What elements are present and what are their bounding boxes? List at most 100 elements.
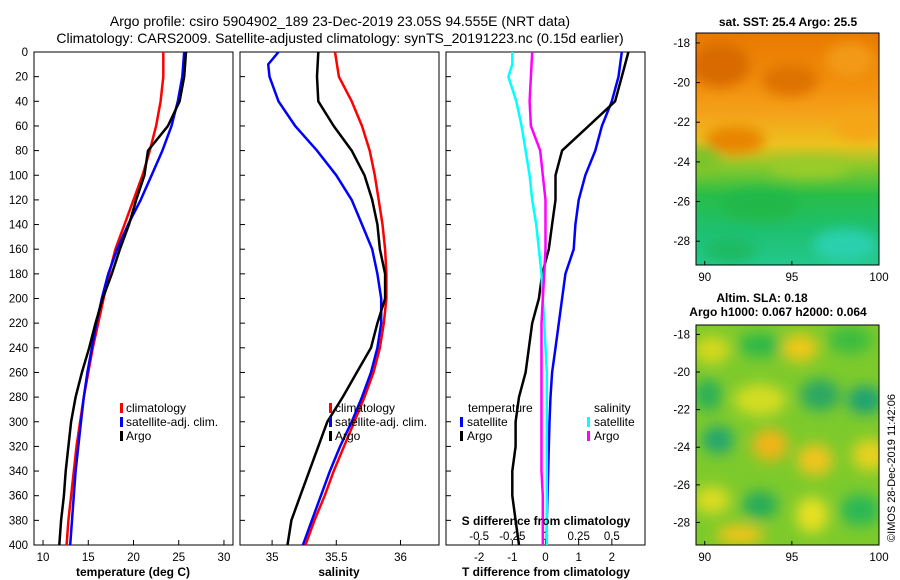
legend-swatch-climatology bbox=[329, 403, 332, 413]
legend-swatch-s-argo bbox=[587, 431, 590, 441]
temperature-tick-label: 10 bbox=[37, 552, 50, 564]
map-lon-tick-label: 100 bbox=[869, 552, 888, 564]
legend-header-salinity: salinity bbox=[594, 401, 631, 415]
t-diff-tick-label: -1 bbox=[507, 552, 517, 564]
map-lat-tick-label: -28 bbox=[673, 236, 690, 248]
map-lat-tick-label: -18 bbox=[673, 329, 690, 341]
series-line-argo bbox=[58, 51, 188, 546]
temperature-tick-label: 20 bbox=[127, 552, 140, 564]
legend-swatch-t-argo bbox=[460, 431, 463, 441]
salinity-plot-frame bbox=[239, 51, 440, 546]
depth-tick-label: 100 bbox=[9, 170, 28, 182]
temperature-tick-label: 15 bbox=[82, 552, 95, 564]
temperature-panel: 0 20 40 60 80 100 120 140 160 180 200 220 240 260 280 3… bbox=[9, 47, 234, 579]
difference-legend: temperature salinity satellite Argo sate… bbox=[460, 401, 635, 443]
depth-tick-label: 260 bbox=[9, 367, 28, 379]
legend-label-climatology: climatology bbox=[126, 401, 186, 415]
depth-tick-label: 40 bbox=[15, 96, 28, 108]
depth-tick-label: 340 bbox=[9, 466, 28, 478]
temperature-tick-label: 25 bbox=[172, 552, 185, 564]
temperature-xlabel: temperature (deg C) bbox=[76, 565, 190, 579]
sla-map-title-1: Altim. SLA: 0.18 bbox=[716, 291, 808, 305]
series-line-t-satellite bbox=[545, 51, 624, 546]
map-lat-tick-label: -22 bbox=[673, 405, 690, 417]
s-diff-tick-label: 0.25 bbox=[567, 531, 589, 543]
depth-tick-label: 280 bbox=[9, 392, 28, 404]
sla-map-title-2: Argo h1000: 0.067 h2000: 0.064 bbox=[689, 305, 867, 319]
salinity-series bbox=[266, 51, 388, 546]
t-diff-tick-label: -2 bbox=[474, 552, 484, 564]
legend-swatch-t-satellite bbox=[460, 417, 463, 427]
sla-texture bbox=[696, 326, 879, 545]
depth-tick-label: 220 bbox=[9, 318, 28, 330]
legend-swatch-argo bbox=[329, 431, 332, 441]
depth-tick-label: 120 bbox=[9, 195, 28, 207]
sst-map-frame bbox=[695, 32, 880, 266]
temperature-plot-frame bbox=[33, 51, 234, 546]
t-diff-tick-label: 2 bbox=[609, 552, 615, 564]
map-lat-tick-label: -26 bbox=[673, 197, 690, 209]
series-line-s-argo bbox=[528, 51, 547, 545]
legend-label-s-argo: Argo bbox=[594, 429, 620, 443]
map-lat-tick-label: -20 bbox=[673, 367, 690, 379]
legend-swatch-climatology bbox=[120, 403, 123, 413]
depth-axis: 0 20 40 60 80 100 120 140 160 180 200 220 240 260 280 3… bbox=[9, 47, 39, 552]
depth-tick-label: 360 bbox=[9, 491, 28, 503]
s-diff-tick-label: 0.5 bbox=[604, 531, 620, 543]
difference-series bbox=[507, 51, 630, 546]
depth-tick-label: 200 bbox=[9, 294, 28, 306]
map-lat-tick-label: -18 bbox=[673, 38, 690, 50]
series-line-s-satellite bbox=[507, 52, 549, 545]
depth-tick-label: 0 bbox=[22, 47, 28, 59]
legend-label-t-satellite: satellite bbox=[467, 415, 508, 429]
temperature-legend: climatology satellite-adj. clim. Argo bbox=[120, 401, 218, 443]
legend-swatch-satellite bbox=[329, 417, 332, 427]
depth-tick-label: 20 bbox=[15, 72, 28, 84]
legend-label-t-argo: Argo bbox=[467, 429, 493, 443]
depth-tick-label: 140 bbox=[9, 220, 28, 232]
legend-label-argo: Argo bbox=[335, 429, 361, 443]
legend-header-temperature: temperature bbox=[468, 401, 533, 415]
series-line-climatology bbox=[304, 51, 388, 546]
depth-tick-label: 160 bbox=[9, 244, 28, 256]
map-lon-tick-label: 90 bbox=[698, 272, 711, 284]
salinity-tick-label: 35 bbox=[266, 552, 279, 564]
map-lat-tick-label: -24 bbox=[673, 442, 690, 454]
map-lat-tick-label: -28 bbox=[673, 517, 690, 529]
s-diff-tick-label: -0.25 bbox=[499, 531, 525, 543]
map-lon-tick-label: 100 bbox=[869, 272, 888, 284]
depth-tick-label: 380 bbox=[9, 515, 28, 527]
sla-map-axes: 90 95 100 -18 -20 -22 -24 -26 -28 bbox=[673, 329, 888, 564]
legend-label-satellite: satellite-adj. clim. bbox=[335, 415, 427, 429]
t-diff-tick-label: 1 bbox=[575, 552, 581, 564]
map-lon-tick-label: 95 bbox=[785, 552, 798, 564]
sst-texture bbox=[696, 42, 879, 262]
sla-map: Altim. SLA: 0.18 Argo h1000: 0.067 h2000… bbox=[673, 291, 888, 564]
salinity-tick-label: 35.5 bbox=[325, 552, 347, 564]
series-line-climatology bbox=[65, 52, 165, 546]
legend-label-s-satellite: satellite bbox=[594, 415, 635, 429]
sla-map-frame bbox=[695, 324, 880, 546]
legend-swatch-satellite bbox=[120, 417, 123, 427]
t-difference-xlabel: T difference from climatology bbox=[462, 565, 630, 579]
legend-swatch-s-satellite bbox=[587, 417, 590, 427]
map-lat-tick-label: -24 bbox=[673, 157, 690, 169]
depth-tick-label: 320 bbox=[9, 441, 28, 453]
map-lat-tick-label: -20 bbox=[673, 78, 690, 90]
difference-panel: -2 -1 0 1 2-0.5 -0.25 0 0.25 0.5 T difference fr… bbox=[445, 51, 646, 579]
temperature-tick-label: 30 bbox=[218, 552, 231, 564]
depth-tick-label: 240 bbox=[9, 343, 28, 355]
sst-map: sat. SST: 25.4 Argo: 25.5 90 95 100 -18 -20 -… bbox=[673, 15, 888, 284]
temperature-x-axis: 10 15 20 25 30 bbox=[37, 540, 231, 564]
depth-tick-label: 300 bbox=[9, 417, 28, 429]
salinity-legend: climatology satellite-adj. clim. Argo bbox=[329, 401, 427, 443]
series-line-argo bbox=[286, 51, 387, 546]
sst-map-title: sat. SST: 25.4 Argo: 25.5 bbox=[719, 15, 858, 29]
series-line-satellite-adj-clim- bbox=[266, 51, 383, 546]
difference-plot-frame bbox=[445, 51, 646, 546]
map-lat-tick-label: -26 bbox=[673, 480, 690, 492]
salinity-tick-label: 36 bbox=[394, 552, 407, 564]
series-line-t-argo bbox=[511, 51, 630, 546]
depth-tick-label: 400 bbox=[9, 540, 28, 552]
